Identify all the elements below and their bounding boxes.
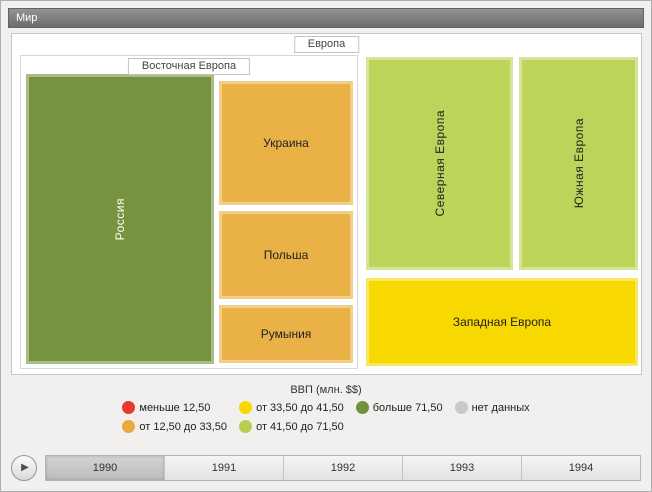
group-title-eastern-europe[interactable]: Восточная Европа (127, 58, 251, 75)
tile-northern-europe-label: Северная Европа (432, 110, 447, 217)
legend-dot-dark-green (355, 401, 369, 414)
year-button-1992[interactable]: 1992 (284, 455, 403, 480)
year-button-1994[interactable]: 1994 (522, 455, 640, 480)
legend-dot-gray (454, 401, 468, 414)
legend-item-no-data: нет данных (454, 401, 530, 414)
legend-item-label: от 33,50 до 41,50 (256, 401, 344, 414)
tile-ukraine-label: Украина (263, 136, 309, 150)
tile-russia[interactable]: Россия (26, 74, 214, 364)
tile-western-europe-label: Западная Европа (452, 315, 552, 329)
year-button-1990[interactable]: 1990 (46, 455, 165, 480)
legend-item-gt-7150: больше 71,50 (355, 401, 443, 414)
timeline: ▶ 1990 1991 1992 1993 1994 (11, 454, 641, 481)
legend-item-label: нет данных (471, 401, 530, 414)
play-icon: ▶ (21, 461, 29, 473)
legend-item-label: меньше 12,50 (139, 401, 211, 414)
legend-item-label: от 12,50 до 33,50 (139, 420, 228, 433)
tile-southern-europe-label: Южная Европа (571, 118, 586, 209)
legend-item-3350-4150: от 33,50 до 41,50 (239, 401, 344, 414)
play-button[interactable]: ▶ (11, 454, 37, 481)
tile-ukraine[interactable]: Украина (219, 81, 353, 205)
breadcrumb-world-label: Мир (16, 12, 38, 24)
tile-romania[interactable]: Румыния (219, 305, 353, 363)
legend-item-4150-7150: от 41,50 до 71,50 (239, 420, 344, 433)
legend-dot-yellow (239, 401, 253, 414)
legend-dot-orange (122, 420, 136, 433)
year-button-1991[interactable]: 1991 (165, 455, 284, 480)
legend-item-1250-3350: от 12,50 до 33,50 (122, 420, 227, 433)
legend-item-label: от 41,50 до 71,50 (256, 420, 344, 433)
legend-title: ВВП (млн. $$) (290, 384, 362, 396)
legend: ВВП (млн. $$) меньше 12,50 от 33,50 до 4… (1, 384, 651, 433)
year-button-1993[interactable]: 1993 (403, 455, 522, 480)
legend-dot-yellow-green (239, 420, 253, 433)
tile-southern-europe[interactable]: Южная Европа (519, 57, 638, 270)
legend-grid: меньше 12,50 от 33,50 до 41,50 больше 71… (122, 401, 530, 433)
legend-item-lt-1250: меньше 12,50 (122, 401, 210, 414)
tile-poland-label: Польша (263, 248, 309, 262)
treemap-panel: Европа Восточная Европа Россия Украина П… (11, 33, 642, 375)
group-title-europe[interactable]: Европа (293, 36, 360, 53)
tile-russia-label: Россия (113, 197, 127, 241)
group-eastern-europe: Восточная Европа Россия Украина Польша Р… (20, 55, 358, 369)
year-selector: 1990 1991 1992 1993 1994 (45, 454, 641, 481)
tile-western-europe[interactable]: Западная Европа (366, 278, 638, 366)
breadcrumb-world-bar[interactable]: Мир (8, 8, 644, 28)
legend-dot-red (122, 401, 136, 414)
legend-item-label: больше 71,50 (372, 401, 443, 414)
tile-northern-europe[interactable]: Северная Европа (366, 57, 513, 270)
tile-romania-label: Румыния (260, 327, 312, 341)
tile-poland[interactable]: Польша (219, 211, 353, 299)
